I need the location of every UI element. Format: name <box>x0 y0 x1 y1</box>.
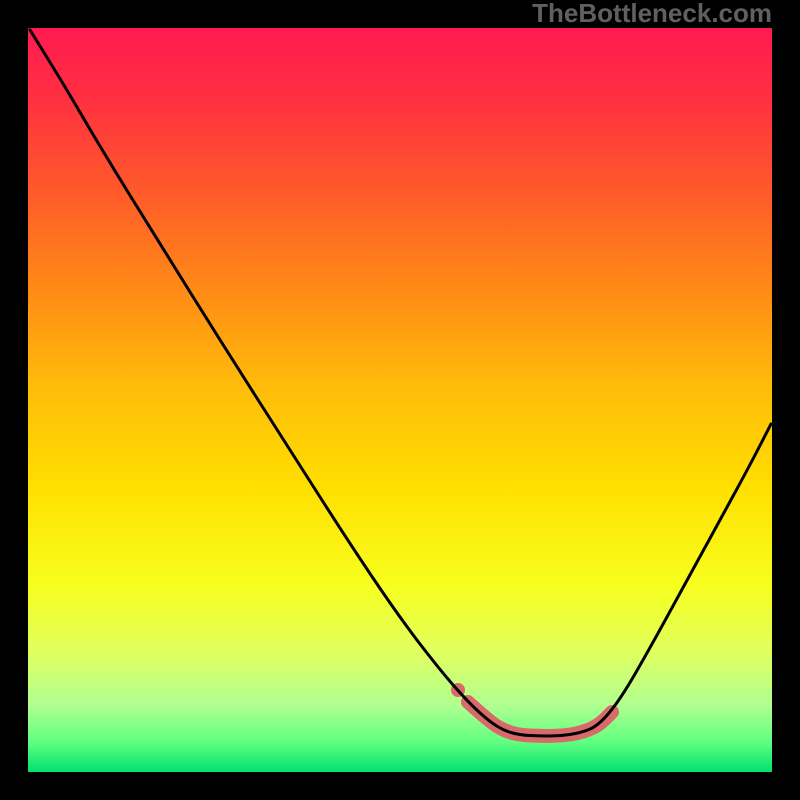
bottleneck-chart: TheBottleneck.com <box>0 0 800 800</box>
plot-area <box>28 28 772 772</box>
watermark-label: TheBottleneck.com <box>532 0 772 28</box>
